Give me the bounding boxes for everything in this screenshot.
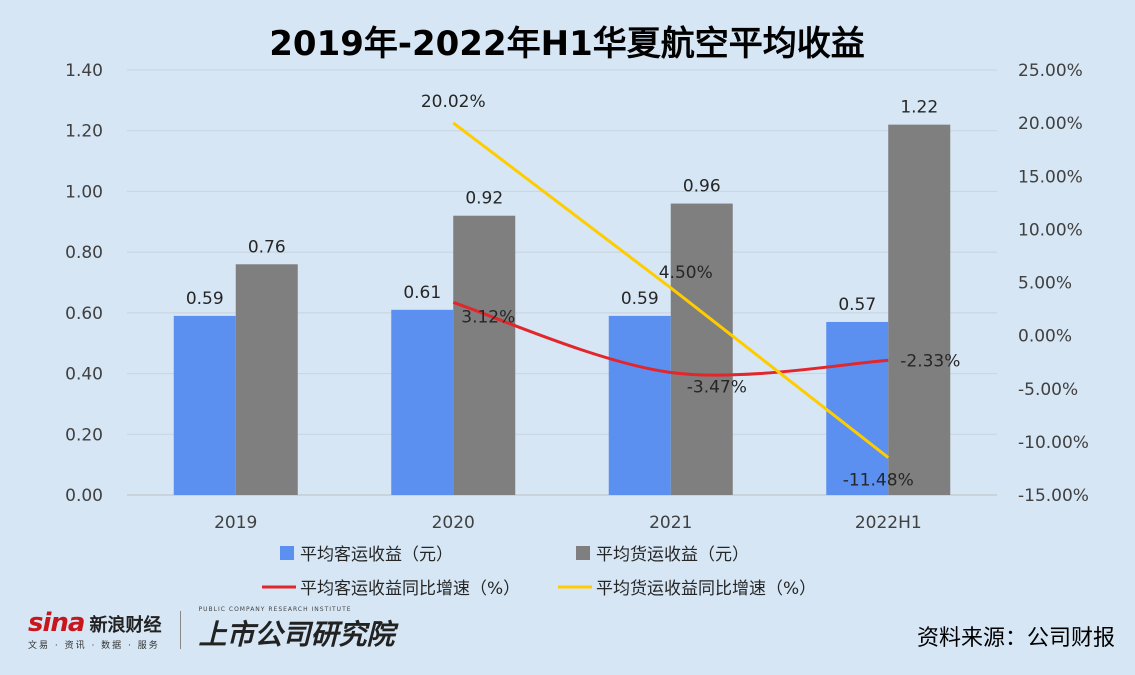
x-tick-label: 2020 [432,513,475,533]
right-tick-label: -5.00% [1018,380,1078,400]
left-tick-label: 1.20 [65,122,103,142]
bar [670,203,733,496]
right-tick-label: 0.00% [1018,327,1072,347]
bar [391,309,454,495]
bar-data-labels: 0.59 0.61 0.59 0.57 0.76 0.92 0.96 1.22 [186,98,938,315]
line-data-labels: 3.12% -3.47% -2.33% 20.02% 4.50% -11.48% [421,92,961,491]
legend-swatch [576,546,590,560]
line-data-label: -11.48% [843,471,914,491]
data-source: 资料来源：公司财报 [916,626,1115,651]
x-axis-ticks: 2019 2020 2021 2022H1 [214,513,922,533]
series-lines [452,121,890,459]
line-data-label: 3.12% [461,307,515,327]
chart-title: 2019年-2022年H1华夏航空平均收益 [269,24,864,64]
left-tick-label: 0.40 [65,365,103,385]
right-tick-label: 20.00% [1018,114,1083,134]
bar [826,321,889,495]
left-tick-label: 1.00 [65,182,103,202]
bar-data-label: 0.61 [403,283,441,303]
bar-data-label: 0.59 [621,289,659,309]
bar-data-label: 0.92 [465,189,503,209]
series-line [452,301,889,377]
x-tick-label: 2021 [649,513,692,533]
brand-divider [179,610,181,649]
line-data-label: 4.50% [659,263,713,283]
legend-label: 平均货运收益（元） [596,545,749,565]
legend-swatch [280,546,294,560]
bar [235,264,298,495]
legend-label: 平均客运收益同比增速（%） [300,579,520,599]
bar-data-label: 0.76 [248,237,286,257]
sina-sub: 文易 · 资讯 · 数据 · 服务 [28,641,160,651]
sina-logo: sina [28,608,85,638]
legend-label: 平均客运收益（元） [300,545,453,565]
series-line [452,121,890,459]
x-tick-label: 2022H1 [855,513,922,533]
right-tick-label: 10.00% [1018,220,1083,240]
right-tick-label: -10.00% [1018,433,1089,453]
left-tick-label: 0.60 [65,304,103,324]
bar-data-label: 1.22 [900,98,938,118]
left-tick-label: 0.80 [65,243,103,263]
line-data-label: -3.47% [687,377,747,397]
right-tick-label: 15.00% [1018,167,1083,187]
bar-data-label: 0.57 [838,295,876,315]
institute-en: PUBLIC COMPANY RESEARCH INSTITUTE [198,606,352,613]
institute-name: 上市公司研究院 [198,618,395,651]
right-tick-label: -15.00% [1018,486,1089,506]
line-data-label: 20.02% [421,92,486,112]
line-data-label: -2.33% [900,351,960,371]
bar-data-label: 0.59 [186,289,224,309]
x-tick-label: 2019 [214,513,257,533]
sina-name: 新浪财经 [89,615,162,636]
left-tick-label: 0.20 [65,425,103,445]
right-tick-label: 25.00% [1018,61,1083,81]
legend: 平均客运收益（元） 平均货运收益（元） 平均客运收益同比增速（%） 平均货运收益同比增… [262,545,816,599]
sina-finance-brand: sina 新浪财经 文易 · 资讯 · 数据 · 服务 PUBLIC COMPA… [28,606,395,653]
legend-label: 平均货运收益同比增速（%） [596,579,816,599]
bar [173,315,236,495]
right-tick-label: 5.00% [1018,274,1072,294]
bars [173,124,951,496]
right-axis-ticks: -15.00% -10.00% -5.00% 0.00% 5.00% 10.00% 15.0… [1018,61,1089,506]
left-tick-label: 0.00 [65,486,103,506]
left-tick-label: 1.40 [65,61,103,81]
bar [888,124,951,496]
bar [453,215,516,495]
bar [608,315,671,495]
bar-data-label: 0.96 [683,177,721,197]
left-axis-ticks: 0.00 0.20 0.40 0.60 0.80 1.00 1.20 1.40 [65,61,103,506]
